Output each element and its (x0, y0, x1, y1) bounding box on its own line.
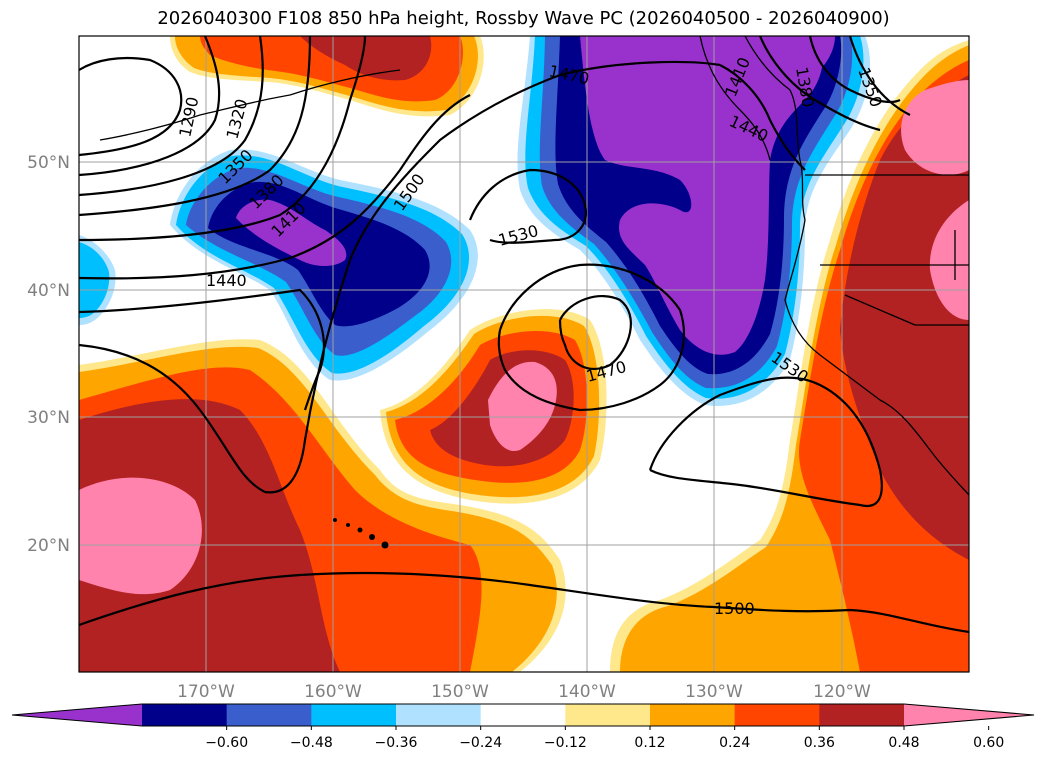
latitude-labels: 50°N 40°N 30°N 20°N (27, 153, 70, 556)
colorbar-tick-label: −0.36 (375, 735, 418, 751)
lon-label: 120°W (813, 682, 871, 702)
colorbar-segment (819, 704, 905, 726)
contour-label: 1500 (714, 599, 755, 618)
lon-label: 160°W (304, 682, 362, 702)
colorbar-tick-label: 0.36 (804, 735, 835, 751)
colorbar-segment (565, 704, 651, 726)
contour-label: 1440 (206, 271, 247, 290)
map-title: 2026040300 F108 850 hPa height, Rossby W… (157, 8, 890, 29)
colorbar-tick-label: −0.24 (459, 735, 502, 751)
lat-label: 40°N (27, 281, 70, 301)
lon-label: 170°W (177, 682, 235, 702)
map-panel: 1290 1320 1350 1380 1410 1440 1470 1500 … (79, 36, 969, 672)
lat-label: 50°N (27, 153, 70, 173)
colorbar-tick-label: −0.12 (544, 735, 587, 751)
lon-label: 130°W (685, 682, 743, 702)
lat-label: 20°N (27, 536, 70, 556)
colorbar-extend-high (904, 704, 1034, 726)
colorbar-tick-label: −0.48 (290, 735, 333, 751)
colorbar-segment (396, 704, 482, 726)
colorbar-segment (226, 704, 312, 726)
colorbar-outline (11, 703, 1035, 727)
height-contours (79, 36, 969, 634)
longitude-labels: 170°W 160°W 150°W 140°W 130°W 120°W (177, 682, 871, 702)
colorbar-tick-label: −0.60 (205, 735, 248, 751)
colorbar: −0.60 −0.48 −0.36 −0.24 −0.12 0.12 0.24 0.36 0.4… (11, 703, 1035, 751)
colorbar-segment (142, 704, 228, 726)
colorbar-segment (311, 704, 397, 726)
lat-label: 30°N (27, 408, 70, 428)
islands (333, 518, 389, 549)
negative-anomaly-far-west (79, 235, 116, 325)
map-gridlines (79, 36, 969, 672)
colorbar-tick-label: 0.24 (719, 735, 750, 751)
colorbar-tick-label: 0.12 (634, 735, 665, 751)
lon-label: 140°W (558, 682, 616, 702)
positive-anomaly-north (170, 36, 484, 117)
map-frame (78, 35, 970, 673)
colorbar-extend-low (12, 704, 142, 726)
colorbar-segment (480, 704, 566, 726)
colorbar-tick-label: 0.48 (888, 735, 919, 751)
positive-anomaly-east (610, 40, 969, 672)
colorbar-segment (650, 704, 736, 726)
positive-anomaly-central (380, 309, 607, 504)
colorbar-tick-label: 0.60 (973, 735, 1004, 751)
coastlines (99, 36, 969, 496)
colorbar-segment (734, 704, 820, 726)
lon-label: 150°W (431, 682, 489, 702)
